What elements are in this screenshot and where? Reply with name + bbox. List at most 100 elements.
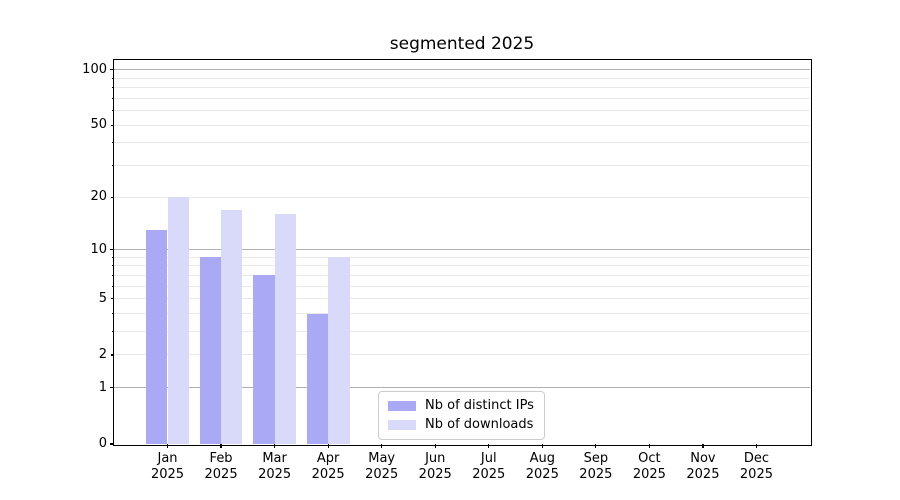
x-tick-month: Jan: [157, 451, 178, 466]
x-tick-label-may: May 2025: [350, 451, 414, 483]
y-tick-label-2: 2: [98, 346, 107, 362]
gridline-minor: [114, 124, 810, 126]
x-tick-year: 2025: [525, 467, 559, 482]
gridline-minor: [114, 331, 810, 333]
gridline-minor: [114, 87, 810, 89]
y-tick-mark-minor-8: [111, 265, 114, 267]
x-tick-mark-aug: [541, 444, 543, 448]
y-tick-label-50: 50: [90, 117, 107, 133]
x-tick-year: 2025: [418, 467, 452, 482]
x-tick-label-sep: Sep 2025: [564, 451, 628, 483]
bar-downloads-feb: [221, 209, 243, 444]
y-tick-label-20: 20: [90, 189, 107, 205]
x-tick-mark-may: [381, 444, 383, 448]
y-tick-mark-minor-6: [111, 285, 114, 287]
x-tick-year: 2025: [204, 467, 238, 482]
x-tick-year: 2025: [739, 467, 773, 482]
x-tick-mark-sep: [595, 444, 597, 448]
y-tick-mark-minor-7: [111, 274, 114, 276]
x-tick-mark-mar: [274, 444, 276, 448]
gridline-minor: [114, 354, 810, 356]
y-tick-mark-minor-9: [111, 256, 114, 258]
x-tick-year: 2025: [472, 467, 506, 482]
x-tick-mark-nov: [702, 444, 704, 448]
y-tick-mark-20: [111, 196, 114, 198]
x-tick-mark-oct: [648, 444, 650, 448]
x-tick-label-aug: Aug 2025: [510, 451, 574, 483]
gridline-minor: [114, 313, 810, 314]
x-tick-label-apr: Apr 2025: [296, 451, 360, 483]
x-tick-label-jan: Jan 2025: [136, 451, 200, 483]
x-tick-month: Jun: [425, 451, 446, 466]
x-tick-label-oct: Oct 2025: [617, 451, 681, 483]
x-tick-label-jul: Jul 2025: [457, 451, 521, 483]
gridline-minor: [114, 298, 810, 300]
legend-label-downloads: Nb of downloads: [425, 417, 534, 432]
x-tick-month: Sep: [583, 451, 609, 466]
y-tick-label-0: 0: [98, 436, 107, 451]
x-tick-month: Feb: [209, 451, 233, 466]
x-tick-month: Aug: [529, 451, 555, 466]
x-tick-month: May: [368, 451, 396, 466]
x-tick-year: 2025: [258, 467, 292, 482]
legend-item-distinct-ips: Nb of distinct IPs: [388, 398, 534, 414]
x-tick-month: Jul: [480, 451, 497, 466]
x-tick-mark-jul: [488, 444, 490, 448]
bar-downloads-apr: [328, 257, 350, 444]
gridline-minor: [114, 165, 810, 167]
y-tick-label-10: 10: [90, 241, 107, 257]
chart-title: segmented 2025: [389, 34, 535, 54]
x-tick-label-nov: Nov 2025: [671, 451, 735, 483]
gridline-minor: [114, 110, 810, 112]
x-tick-mark-jan: [166, 444, 169, 448]
gridline-minor: [114, 77, 810, 79]
legend-label-distinct-ips: Nb of distinct IPs: [425, 398, 534, 413]
x-tick-year: 2025: [579, 467, 613, 482]
bar-ips-apr: [306, 313, 329, 444]
y-tick-mark-minor-90: [111, 77, 114, 79]
y-tick-mark-1: [109, 387, 114, 389]
x-tick-month: Dec: [743, 451, 770, 466]
x-tick-month: Oct: [638, 451, 661, 466]
y-tick-mark-100: [109, 69, 114, 71]
gridline-minor: [114, 97, 810, 99]
gridline-minor: [114, 285, 810, 287]
y-tick-label-5: 5: [98, 290, 107, 306]
y-tick-label-1: 1: [98, 379, 107, 395]
x-tick-month: Mar: [262, 451, 287, 466]
y-tick-mark-minor-3: [111, 331, 114, 333]
x-tick-label-dec: Dec 2025: [724, 451, 788, 483]
gridline-minor: [114, 274, 810, 276]
gridline-minor: [114, 265, 810, 267]
x-tick-year: 2025: [686, 467, 720, 482]
y-tick-mark-minor-30: [111, 164, 114, 167]
legend-swatch-distinct-ips-icon: [388, 401, 416, 411]
bar-ips-mar: [253, 275, 275, 444]
gridline-major: [114, 69, 810, 71]
x-tick-label-mar: Mar 2025: [243, 451, 307, 483]
y-tick-mark-0: [109, 443, 114, 445]
x-tick-month: Nov: [690, 451, 716, 466]
y-tick-mark-5: [111, 298, 114, 300]
x-tick-label-feb: Feb 2025: [189, 451, 253, 483]
x-tick-year: 2025: [365, 467, 399, 482]
y-tick-mark-10: [109, 248, 114, 251]
x-tick-year: 2025: [311, 467, 345, 482]
y-tick-mark-50: [111, 124, 114, 126]
x-tick-mark-apr: [327, 444, 329, 448]
x-tick-mark-feb: [220, 444, 222, 448]
bar-downloads-jan: [167, 197, 189, 444]
y-tick-mark-2: [111, 354, 114, 356]
gridline-minor: [114, 196, 810, 198]
x-tick-year: 2025: [632, 467, 666, 482]
x-tick-month: Apr: [316, 451, 340, 466]
y-tick-mark-minor-40: [111, 142, 114, 144]
bar-downloads-mar: [274, 214, 296, 444]
x-tick-mark-dec: [755, 444, 758, 448]
x-tick-mark-jun: [434, 444, 436, 448]
legend: Nb of distinct IPs Nb of downloads: [378, 391, 545, 440]
legend-item-downloads: Nb of downloads: [388, 417, 534, 433]
bar-ips-jan: [146, 230, 168, 444]
y-tick-mark-minor-70: [111, 97, 114, 99]
